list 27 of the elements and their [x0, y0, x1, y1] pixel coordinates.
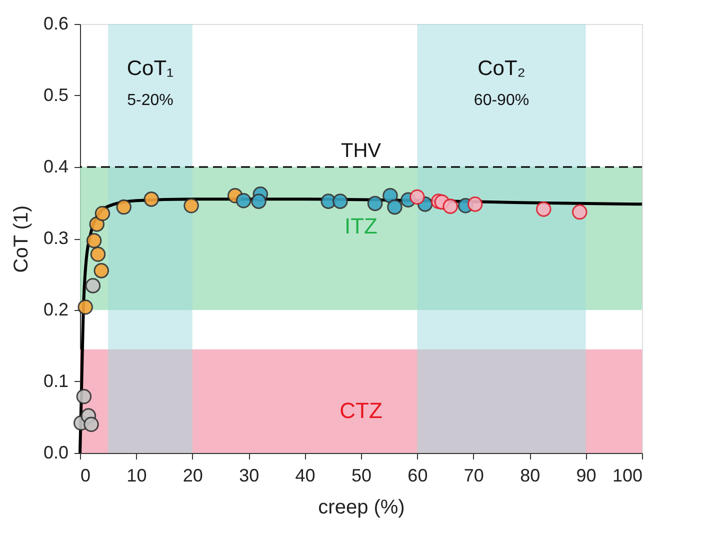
band-label: CoT₂ — [478, 57, 526, 80]
x-axis-title: creep (%) — [318, 496, 405, 518]
x-tick-label: 0 — [80, 466, 91, 486]
x-tick-label: 100 — [612, 466, 642, 486]
x-tick-label: 50 — [351, 466, 372, 486]
ref-line-label: THV — [341, 140, 382, 162]
y-tick-label: 0.4 — [43, 156, 68, 176]
x-tick-label: 80 — [520, 466, 540, 486]
x-tick-label: 90 — [576, 466, 596, 486]
x-tick-label: 30 — [239, 466, 260, 486]
annotation: 60-90% — [474, 92, 530, 109]
band-label: ITZ — [344, 214, 378, 238]
x-tick-label: 40 — [295, 466, 316, 486]
x-tick-label: 60 — [408, 466, 428, 486]
band-label: CoT₁ — [126, 57, 174, 80]
y-tick-label: 0.1 — [43, 371, 68, 391]
y-tick-label: 0.6 — [43, 14, 68, 34]
band-label: CTZ — [340, 398, 382, 424]
annotation: 5-20% — [127, 92, 174, 109]
y-tick-label: 0.3 — [43, 228, 68, 248]
y-axis-title: CoT (1) — [10, 205, 32, 273]
x-tick-label: 10 — [126, 466, 147, 486]
y-tick-label: 0.5 — [43, 85, 68, 105]
y-tick-label: 0.2 — [43, 300, 68, 320]
x-tick-label: 20 — [182, 466, 203, 486]
y-tick-label: 0.0 — [43, 442, 68, 462]
x-tick-label: 70 — [464, 466, 484, 486]
